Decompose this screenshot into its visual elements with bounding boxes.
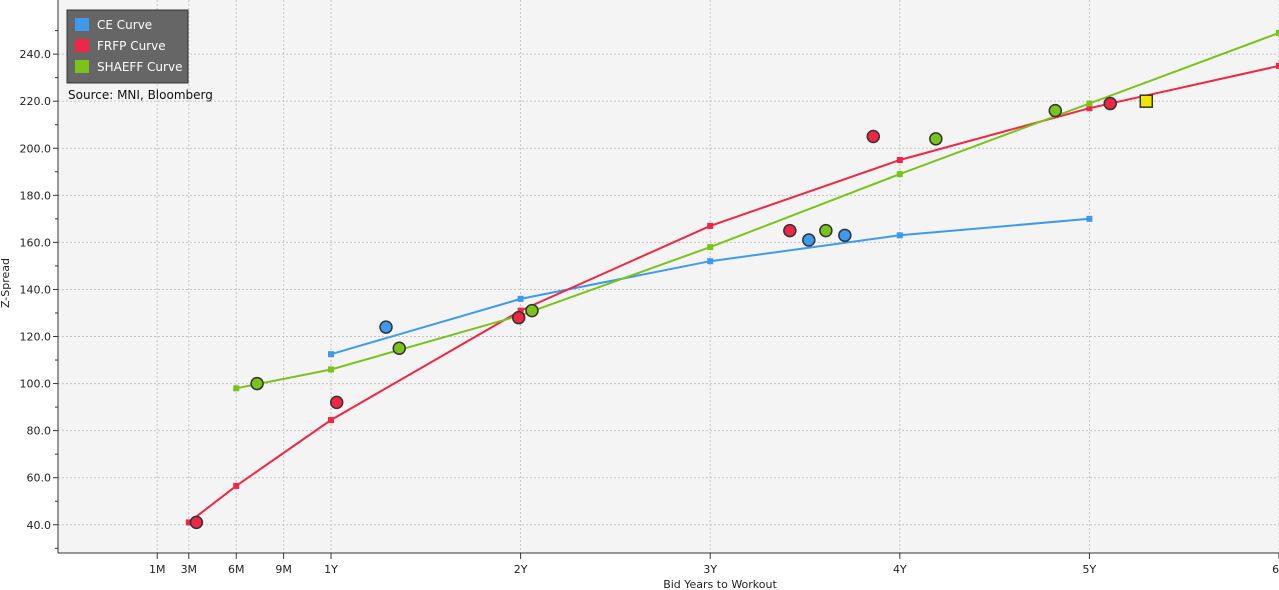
x-tick-label-2: 6M [228, 563, 245, 576]
grid [58, 0, 1279, 553]
y-tick-label-7: 180.0 [20, 189, 52, 202]
y-tick-label-6: 160.0 [20, 236, 52, 249]
legend-label-frfp: FRFP Curve [97, 39, 166, 53]
x-tick-label-8: 5Y [1083, 563, 1097, 576]
curve-marker-1-4 [707, 222, 714, 229]
x-tick-label-4: 1Y [324, 563, 338, 576]
curve-marker-0-3 [896, 232, 903, 239]
curve-marker-1-6 [1086, 105, 1093, 112]
bond-point-1-3 [783, 223, 797, 238]
x-tick-label-7: 4Y [893, 563, 907, 576]
x-tick-label-6: 3Y [703, 563, 717, 576]
y-tick-label-0: 40.0 [27, 519, 52, 532]
bond-point-2-5 [1048, 103, 1063, 118]
x-axis-title: Bid Years to Workout [663, 578, 777, 590]
y-tick-label-5: 140.0 [20, 283, 52, 296]
y-tick-label-9: 220.0 [20, 95, 52, 108]
x-tick-label-9: 6Y [1272, 563, 1279, 576]
bond-point-2-1 [392, 341, 407, 356]
curve-marker-2-1 [328, 366, 335, 373]
curve-marker-0-2 [707, 258, 714, 265]
x-tick-label-5: 2Y [514, 563, 528, 576]
bond-point-2-3 [819, 223, 833, 238]
bond-point-0-2 [838, 228, 852, 243]
curve-marker-2-6 [1276, 29, 1279, 36]
bond-point-1-0 [189, 515, 204, 530]
legend-swatch-frfp [75, 39, 89, 52]
curve-marker-0-1 [517, 295, 524, 302]
curve-marker-1-5 [896, 157, 903, 164]
plot-background [58, 0, 1279, 553]
legend: CE Curve FRFP Curve SHAEFF Curve [66, 9, 189, 84]
bond-point-2-4 [929, 132, 943, 146]
bond-point-1-5 [1103, 96, 1118, 111]
bond-point-2-2 [525, 303, 539, 318]
curve-marker-2-5 [1086, 100, 1093, 107]
curve-marker-2-0 [233, 385, 240, 392]
y-tick-label-10: 240.0 [20, 48, 52, 61]
source-annotation: Source: MNI, Bloomberg [68, 88, 213, 102]
curve-marker-0-0 [328, 351, 335, 358]
y-tick-label-2: 80.0 [27, 425, 52, 438]
bond-point-1-4 [866, 129, 881, 144]
curve-marker-2-3 [707, 244, 714, 251]
bond-point-0-0 [379, 320, 393, 334]
y-tick-label-8: 200.0 [20, 142, 52, 155]
legend-swatch-shaeff [75, 60, 89, 73]
bond-point-0-1 [802, 233, 816, 247]
curve-marker-0-4 [1086, 215, 1093, 222]
y-tick-label-4: 120.0 [20, 331, 52, 344]
bond-point-1-2 [511, 310, 526, 325]
bond-point-1-1 [329, 395, 344, 410]
y-tick-label-3: 100.0 [20, 378, 52, 391]
curve-marker-2-4 [896, 171, 903, 178]
extra-point-0 [1139, 94, 1154, 108]
curve-marker-1-3 [517, 307, 524, 314]
y-tick-label-1: 60.0 [27, 472, 52, 485]
bond-point-2-0 [250, 376, 264, 391]
legend-swatch-ce [75, 18, 89, 31]
curve-marker-1-2 [328, 417, 335, 424]
curve-marker-1-0 [185, 519, 192, 526]
y-axis-title: Z-Spread [0, 258, 12, 308]
x-tick-label-1: 3M [181, 563, 198, 576]
legend-label-ce: CE Curve [97, 18, 152, 32]
x-tick-label-3: 9M [275, 563, 292, 576]
x-tick-label-0: 1M [149, 563, 166, 576]
legend-label-shaeff: SHAEFF Curve [97, 60, 182, 74]
points [189, 94, 1154, 530]
axes: 40.0 60.0 80.0 100.0 120.0 140.0 160.0 180.0 200… [20, 0, 1279, 576]
curve-marker-1-1 [233, 482, 240, 489]
curve-marker-1-7 [1276, 62, 1279, 69]
